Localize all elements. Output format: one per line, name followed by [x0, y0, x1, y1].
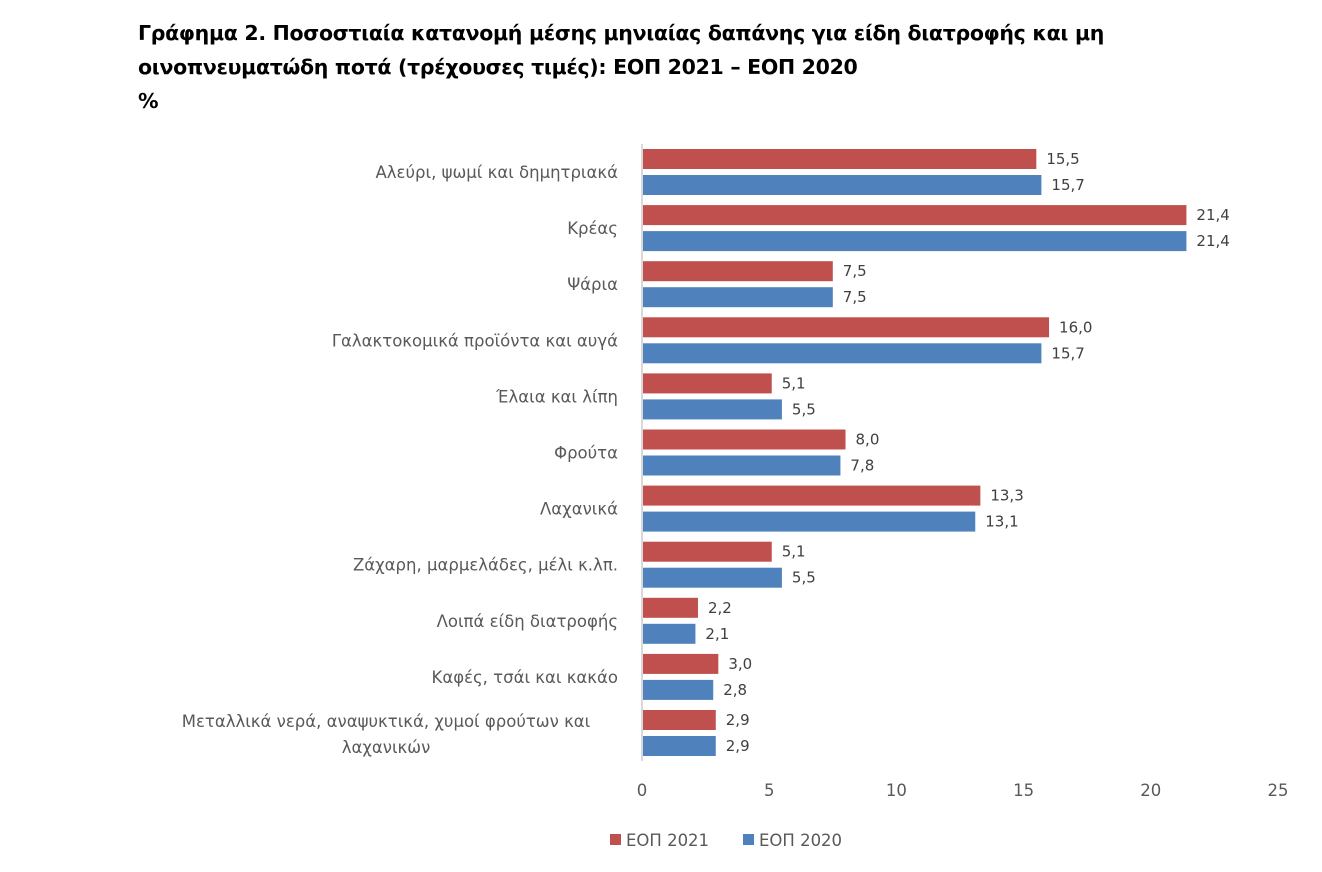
category-label-0: Αλεύρι, ψωμί και δημητριακά — [376, 163, 619, 182]
category-label-1: Κρέας — [567, 219, 618, 238]
bar-eop2021-3 — [642, 317, 1050, 338]
data-label-eop2021-6: 13,3 — [990, 487, 1023, 505]
category-label-3: Γαλακτοκομικά προϊόντα και αυγά — [332, 331, 618, 350]
bar-eop2021-4 — [642, 373, 772, 394]
legend-swatch-eop2020 — [743, 834, 754, 845]
bar-eop2020-2 — [642, 287, 833, 308]
chart-unit-label: % — [138, 89, 159, 113]
x-tick-label-20: 20 — [1140, 781, 1161, 800]
data-label-eop2020-7: 5,5 — [792, 569, 816, 587]
bar-eop2021-5 — [642, 429, 846, 450]
data-label-eop2021-4: 5,1 — [782, 374, 806, 392]
bar-eop2020-0 — [642, 175, 1042, 195]
category-labels: Αλεύρι, ψωμί και δημητριακά Κρέας Ψάρια Γαλ… — [182, 163, 618, 757]
category-label-line: Μεταλλικά νερά, αναψυκτικά, χυμοί φρούτω… — [182, 712, 591, 731]
bar-eop2020-5 — [642, 455, 841, 476]
x-tick-label-25: 25 — [1268, 781, 1289, 800]
category-label-4: Έλαια και λίπη — [495, 387, 618, 406]
category-label-5: Φρούτα — [554, 444, 618, 463]
bar-eop2021-0 — [642, 149, 1037, 169]
data-label-eop2021-9: 3,0 — [728, 655, 752, 673]
data-label-eop2020-0: 15,7 — [1051, 176, 1084, 194]
data-label-eop2020-6: 13,1 — [985, 513, 1018, 531]
bar-eop2021-6 — [642, 485, 981, 506]
bar-eop2021-8 — [642, 597, 698, 618]
x-tick-label-5: 5 — [764, 781, 775, 800]
bar-eop2020-3 — [642, 343, 1042, 364]
category-label-8: Λοιπά είδη διατροφής — [437, 612, 618, 631]
legend-label-eop2020: ΕΟΠ 2020 — [759, 831, 842, 850]
data-label-eop2020-4: 5,5 — [792, 400, 816, 418]
data-label-eop2021-0: 15,5 — [1046, 150, 1079, 168]
bar-eop2020-6 — [642, 511, 976, 532]
bar-eop2020-1 — [642, 231, 1187, 252]
data-label-eop2020-9: 2,8 — [723, 681, 747, 699]
bar-eop2020-7 — [642, 567, 782, 588]
category-label-2: Ψάρια — [567, 275, 618, 294]
bar-eop2021-1 — [642, 205, 1187, 226]
category-label-10: Μεταλλικά νερά, αναψυκτικά, χυμοί φρούτω… — [182, 712, 591, 757]
x-tick-label-15: 15 — [1013, 781, 1034, 800]
bar-eop2020-4 — [642, 399, 782, 420]
data-labels: 15,5 15,7 21,4 21,4 7,5 7,5 16,0 15,7 5,1 5,5 8,0 7… — [705, 150, 1229, 755]
data-label-eop2020-8: 2,1 — [705, 625, 729, 643]
data-label-eop2020-1: 21,4 — [1196, 232, 1229, 250]
chart-title: Γράφημα 2. Ποσοστιαία κατανομή μέσης μην… — [138, 16, 1238, 118]
data-label-eop2021-5: 8,0 — [856, 431, 880, 449]
bars-group — [642, 149, 1187, 756]
category-label-7: Ζάχαρη, μαρμελάδες, μέλι κ.λπ. — [353, 556, 618, 575]
data-label-eop2020-10: 2,9 — [726, 737, 750, 755]
x-axis-ticks: 0 5 10 15 20 25 — [637, 781, 1289, 800]
data-label-eop2021-10: 2,9 — [726, 711, 750, 729]
legend-swatch-eop2021 — [610, 834, 621, 845]
data-label-eop2020-5: 7,8 — [850, 457, 874, 475]
legend: ΕΟΠ 2021 ΕΟΠ 2020 — [610, 831, 842, 850]
category-label-6: Λαχανικά — [540, 500, 618, 519]
data-label-eop2021-3: 16,0 — [1059, 318, 1092, 336]
data-label-eop2021-1: 21,4 — [1196, 206, 1229, 224]
data-label-eop2020-3: 15,7 — [1051, 344, 1084, 362]
data-label-eop2021-8: 2,2 — [708, 599, 732, 617]
data-label-eop2021-7: 5,1 — [782, 543, 806, 561]
x-tick-label-10: 10 — [886, 781, 907, 800]
legend-label-eop2021: ΕΟΠ 2021 — [626, 831, 709, 850]
chart-title-line-2: οινοπνευματώδη ποτά (τρέχουσες τιμές): Ε… — [138, 55, 858, 79]
bar-eop2020-9 — [642, 679, 714, 700]
category-label-line: λαχανικών — [342, 738, 431, 757]
bar-eop2021-10 — [642, 710, 716, 730]
chart-title-line-1: Γράφημα 2. Ποσοστιαία κατανομή μέσης μην… — [138, 21, 1105, 45]
bar-eop2020-8 — [642, 623, 696, 644]
x-tick-label-0: 0 — [637, 781, 648, 800]
bar-eop2021-9 — [642, 653, 719, 674]
data-label-eop2020-2: 7,5 — [843, 288, 867, 306]
data-label-eop2021-2: 7,5 — [843, 262, 867, 280]
category-label-9: Καφές, τσάι και κακάο — [432, 668, 619, 687]
bar-eop2021-2 — [642, 261, 833, 282]
bar-eop2021-7 — [642, 541, 772, 562]
bar-eop2020-10 — [642, 736, 716, 756]
